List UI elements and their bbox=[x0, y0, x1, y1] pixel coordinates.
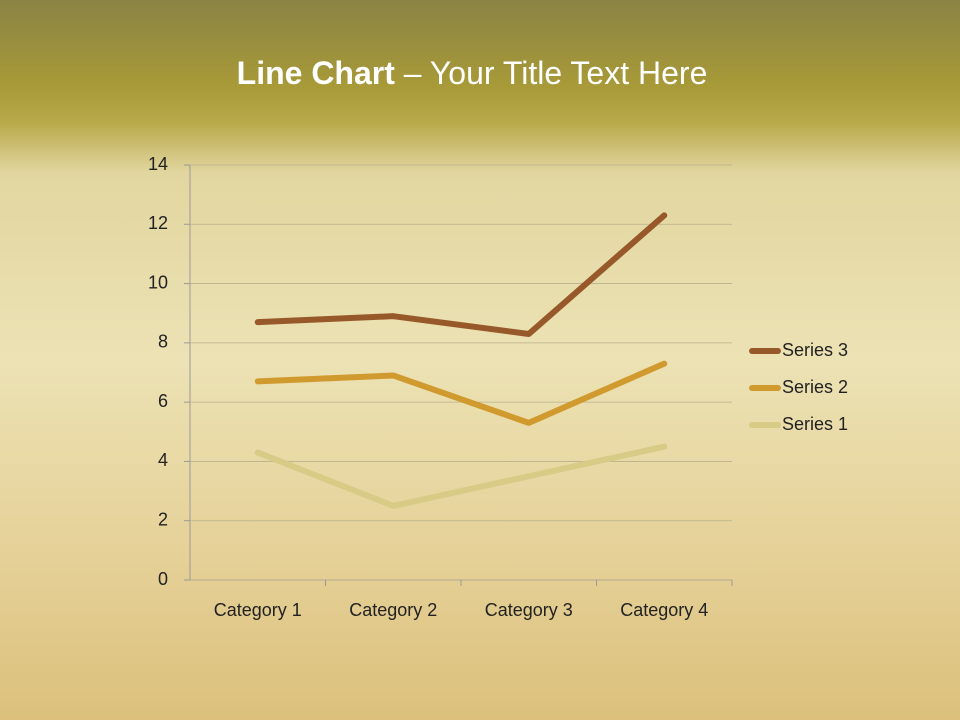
legend-label: Series 3 bbox=[782, 340, 848, 360]
x-tick-label: Category 1 bbox=[214, 600, 302, 620]
series-line bbox=[254, 360, 668, 426]
y-tick-label: 14 bbox=[148, 154, 168, 174]
y-tick-label: 2 bbox=[158, 509, 168, 529]
x-tick-label: Category 3 bbox=[485, 600, 573, 620]
legend-label: Series 1 bbox=[782, 414, 848, 434]
series-line bbox=[254, 212, 668, 337]
y-tick-label: 10 bbox=[148, 272, 168, 292]
chart-title: Line Chart – Your Title Text Here bbox=[237, 55, 708, 91]
y-tick-label: 0 bbox=[158, 569, 168, 589]
y-tick-label: 12 bbox=[148, 213, 168, 233]
title-bold: Line Chart bbox=[237, 55, 396, 91]
y-tick-label: 8 bbox=[158, 332, 168, 352]
x-tick-label: Category 2 bbox=[349, 600, 437, 620]
x-tick-label: Category 4 bbox=[620, 600, 708, 620]
y-tick-label: 6 bbox=[158, 391, 168, 411]
legend-label: Series 2 bbox=[782, 377, 848, 397]
series-line bbox=[254, 443, 668, 509]
y-tick-label: 4 bbox=[158, 450, 168, 470]
title-rest: – Your Title Text Here bbox=[404, 55, 708, 91]
